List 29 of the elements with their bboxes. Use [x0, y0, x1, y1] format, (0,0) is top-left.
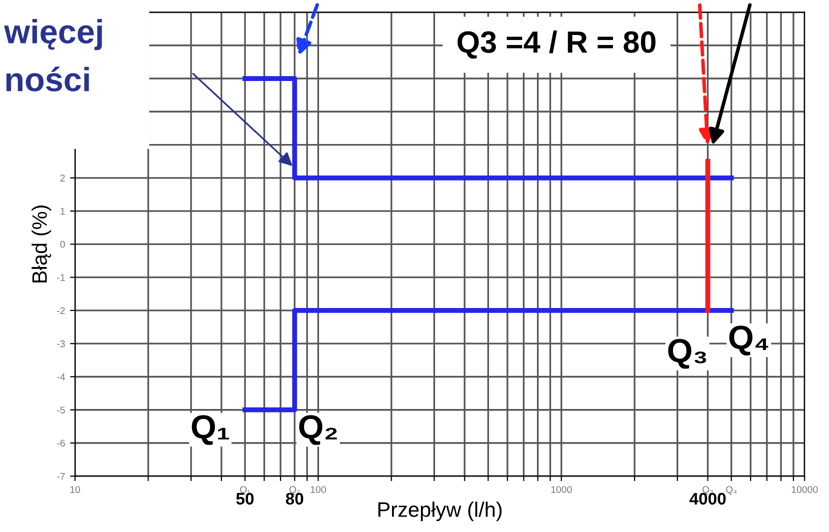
y-tick-label: -2 [57, 307, 65, 314]
annotation: Q₄ [729, 326, 768, 356]
y-tick-label: -3 [57, 340, 65, 348]
y-tick-label: 0 [60, 240, 65, 248]
y-tick-label: -5 [57, 406, 65, 414]
x-tick-label: Q₄ [726, 486, 737, 495]
annotation: Q₁ [192, 415, 230, 445]
y-tick-label: -7 [57, 472, 65, 480]
y-axis-title: Błąd (%) [32, 206, 52, 282]
annotation: Q₂ [299, 415, 337, 445]
text: 4000 [690, 492, 726, 505]
y-tick-label: -6 [57, 440, 65, 447]
text: 80 [286, 492, 304, 505]
x-tick-label: 100 [310, 486, 326, 494]
text: 50 [236, 492, 254, 505]
annotation: ności [6, 66, 89, 92]
y-tick-label: 2 [60, 174, 65, 182]
annotation: Q₃ [668, 338, 706, 369]
y-tick-label: -4 [57, 374, 66, 380]
x-tick-label: Q₃ [702, 486, 713, 495]
annotation: więcej [4, 19, 102, 50]
y-tick-label: 1 [60, 208, 65, 215]
x-tick-label: 10 [70, 486, 80, 494]
x-axis-title: Przepływ (l/h) [378, 502, 502, 522]
y-tick-label: -1 [57, 274, 65, 281]
x-tick-label: 10000 [792, 486, 818, 494]
annotation: Q3 =4 / R = 80 [458, 30, 656, 59]
x-tick-label: Q₂ [289, 486, 300, 495]
x-tick-label: 1000 [551, 486, 572, 494]
